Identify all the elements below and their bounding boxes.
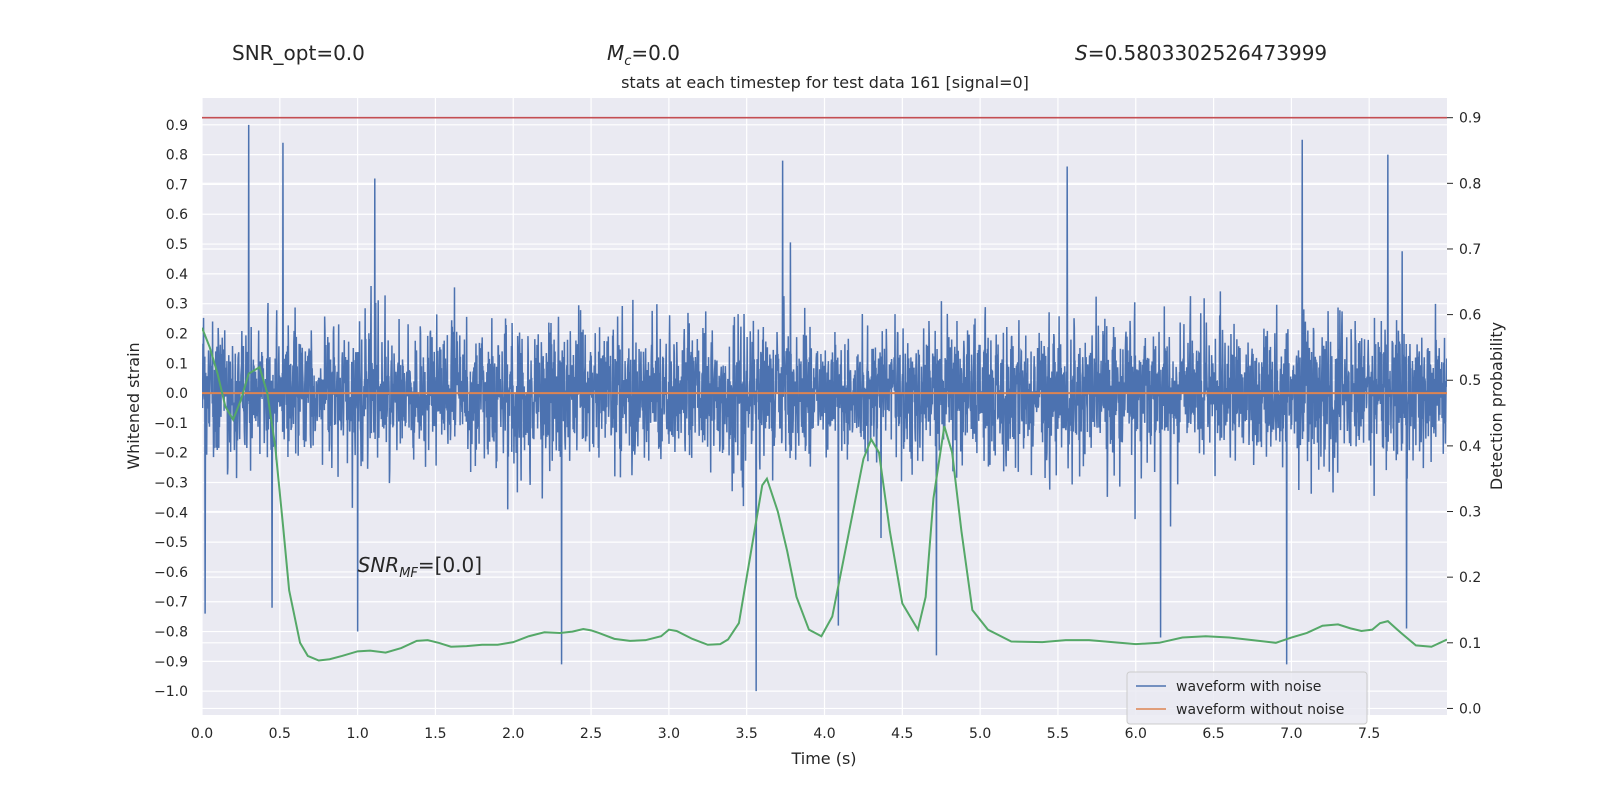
x-tick-label: 5.5 <box>1047 726 1069 742</box>
y-tick-label-left: 0.5 <box>166 237 188 253</box>
y-tick-label-right: 0.4 <box>1459 439 1481 455</box>
y-tick-label-right: 0.0 <box>1459 701 1481 717</box>
s-stat: S=0.5803302526473999 <box>1075 41 1327 65</box>
y-tick-label-left: −0.8 <box>154 625 188 641</box>
y-tick-label-left: 0.0 <box>166 386 188 402</box>
snr-mf-subscript: MF <box>399 566 418 581</box>
snr-opt-stat: SNR_opt=0.0 <box>232 41 365 65</box>
y-tick-label-left: 0.6 <box>166 207 188 223</box>
x-tick-label: 4.0 <box>813 726 835 742</box>
chirp-mass-value: =0.0 <box>631 41 680 65</box>
y-tick-label-left: 0.3 <box>166 297 188 313</box>
y-tick-label-left: 0.9 <box>166 118 188 134</box>
y-axis-label-left: Whitened strain <box>124 342 143 469</box>
y-tick-label-left: −0.4 <box>154 505 188 521</box>
y-tick-label-right: 0.3 <box>1459 505 1481 521</box>
y-tick-label-left: −0.7 <box>154 595 188 611</box>
x-tick-label: 2.0 <box>502 726 524 742</box>
y-tick-label-left: 0.7 <box>166 177 188 193</box>
y-tick-label-left: 0.8 <box>166 148 188 164</box>
y-tick-label-right: 0.7 <box>1459 242 1481 258</box>
y-tick-label-right: 0.8 <box>1459 176 1481 192</box>
chart-title: stats at each timestep for test data 161… <box>621 73 1029 92</box>
y-axis-label-right: Detection probability <box>1487 322 1506 490</box>
y-tick-label-left: −0.9 <box>154 654 188 670</box>
legend-label-clean: waveform without noise <box>1176 702 1344 718</box>
chirp-mass-subscript: c <box>624 54 631 69</box>
y-tick-label-left: −0.1 <box>154 416 188 432</box>
legend-label-noisy: waveform with noise <box>1176 679 1321 695</box>
y-tick-label-left: 0.1 <box>166 356 188 372</box>
x-tick-label: 6.0 <box>1125 726 1147 742</box>
y-tick-label-right: 0.2 <box>1459 570 1481 586</box>
legend-box <box>1126 671 1368 725</box>
chirp-mass-symbol: M <box>607 41 624 65</box>
s-value: =0.5803302526473999 <box>1088 41 1327 65</box>
series-detection-probability <box>202 327 1447 662</box>
y-tick-label-left: 0.2 <box>166 326 188 342</box>
y-tick-label-right: 0.6 <box>1459 308 1481 324</box>
x-tick-label: 0.0 <box>191 726 213 742</box>
x-tick-label: 5.0 <box>969 726 991 742</box>
x-tick-label: 2.5 <box>580 726 602 742</box>
y-tick-label-left: 0.4 <box>166 267 188 283</box>
x-tick-label: 3.5 <box>736 726 758 742</box>
y-tick-label-left: −0.3 <box>154 476 188 492</box>
y-tick-label-left: −0.6 <box>154 565 188 581</box>
x-tick-label: 1.5 <box>424 726 446 742</box>
tick-labels: 0.0 0.5 1.0 1.5 2.0 2.5 3.0 3.5 4.0 4.5 5.0 5.5 6.0 6… <box>154 111 1481 742</box>
y-tick-label-left: −0.2 <box>154 446 188 462</box>
legend: waveform with noise waveform without noi… <box>1126 671 1368 725</box>
y-tick-label-right: 0.1 <box>1459 636 1481 652</box>
x-axis-label: Time (s) <box>790 749 856 768</box>
x-tick-label: 6.5 <box>1202 726 1224 742</box>
s-symbol: S <box>1075 41 1088 65</box>
x-tick-label: 7.0 <box>1280 726 1302 742</box>
x-tick-label: 7.5 <box>1358 726 1380 742</box>
series-layer <box>202 116 1447 692</box>
chirp-mass-stat: Mc=0.0 <box>607 41 680 69</box>
snr-mf-annotation: SNRMF=[0.0] <box>358 553 482 581</box>
y-tick-label-left: −1.0 <box>154 684 188 700</box>
snr-mf-symbol: SNR <box>358 553 400 577</box>
y-tick-label-right: 0.9 <box>1459 111 1481 127</box>
snr-mf-value: =[0.0] <box>418 553 482 577</box>
x-tick-label: 0.5 <box>269 726 291 742</box>
y-tick-label-left: −0.5 <box>154 535 188 551</box>
x-tick-label: 3.0 <box>658 726 680 742</box>
x-tick-label: 4.5 <box>891 726 913 742</box>
x-tick-label: 1.0 <box>346 726 368 742</box>
y-tick-label-right: 0.5 <box>1459 373 1481 389</box>
